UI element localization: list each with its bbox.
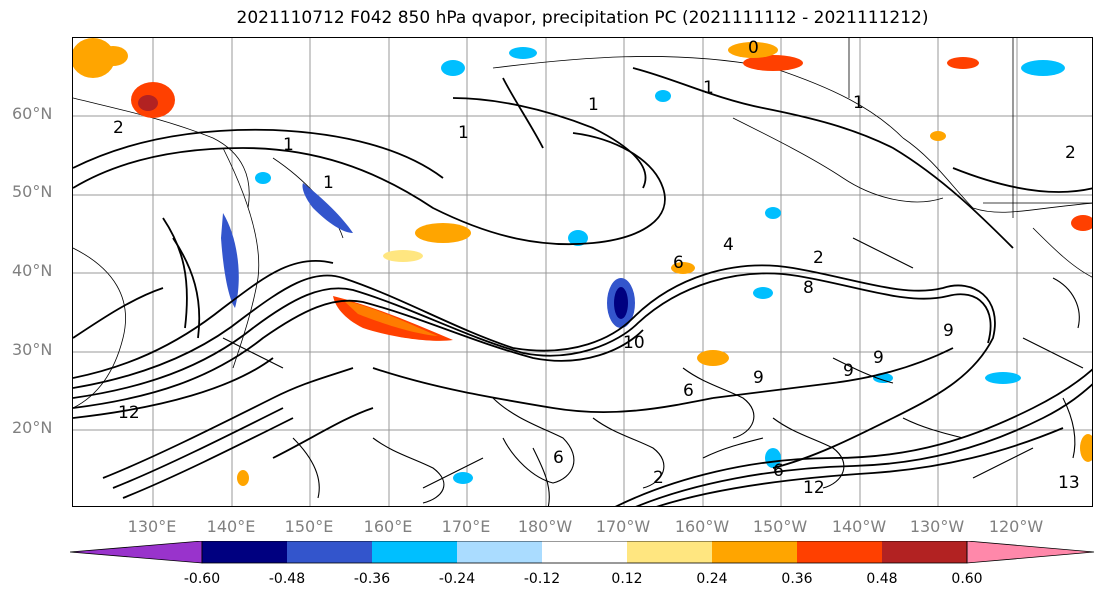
- lon-label: 140°W: [831, 517, 887, 536]
- contour-label: 1: [588, 95, 599, 115]
- colorbar-tick-label: -0.36: [353, 571, 391, 587]
- contour-label: 2: [813, 248, 824, 268]
- contour-label: 2: [653, 468, 664, 488]
- colorbar-extend-high: [966, 541, 1095, 564]
- contour-label: 12: [118, 403, 140, 423]
- lon-label: 130°W: [909, 517, 965, 536]
- colorbar: [70, 541, 1095, 564]
- contour-label: 8: [803, 278, 814, 298]
- lon-label: 150°E: [284, 517, 334, 536]
- contour-label: 2: [1065, 143, 1076, 163]
- colorbar-tick-label: -0.24: [438, 571, 476, 587]
- contour-label: 1: [853, 93, 864, 113]
- contour-label: 9: [943, 321, 954, 341]
- precip-negative-shading: [221, 47, 1065, 484]
- contour-labels: 1 2 0 1 1 1 1 1 2 2 4 6 8 9 9 9 10 12 12…: [113, 38, 1080, 498]
- colorbar-bin: [882, 541, 967, 563]
- lat-label-50n: 50°N: [12, 182, 53, 201]
- contour-label: 1: [283, 135, 294, 155]
- contour-label: 9: [843, 361, 854, 381]
- colorbar-tick-label: 0.60: [951, 571, 983, 587]
- qvapor-contours-thin: [222, 237, 1084, 506]
- colorbar-tick-label: 0.48: [866, 571, 898, 587]
- lon-label: 170°E: [441, 517, 491, 536]
- lat-label-60n: 60°N: [12, 104, 53, 123]
- colorbar-bin: [202, 541, 287, 563]
- lon-label: 180°W: [517, 517, 573, 536]
- colorbar-bin: [287, 541, 372, 563]
- contour-label: 12: [803, 478, 825, 498]
- lat-label-30n: 30°N: [12, 340, 53, 359]
- lon-label: 120°W: [988, 517, 1044, 536]
- lon-label: 170°W: [595, 517, 651, 536]
- plot-title: 2021110712 F042 850 hPa qvapor, precipit…: [236, 8, 929, 28]
- colorbar-tick-label: 0.36: [781, 571, 813, 587]
- colorbar-tick-label: -0.12: [523, 571, 561, 587]
- contour-label: 2: [113, 118, 124, 138]
- colorbar-bin: [457, 541, 542, 563]
- colorbar-tick-label: 0.12: [611, 571, 643, 587]
- contour-label: 10: [623, 333, 645, 353]
- contour-label: 13: [1058, 473, 1080, 493]
- lon-label: 140°E: [206, 517, 256, 536]
- contour-label: 1: [458, 123, 469, 143]
- contour-label: 1: [703, 78, 714, 98]
- colorbar-bin: [542, 541, 627, 563]
- lon-label: 130°E: [127, 517, 177, 536]
- colorbar-bin: [627, 541, 712, 563]
- colorbar-tick-label: -0.48: [268, 571, 306, 587]
- lat-label-40n: 40°N: [12, 261, 53, 280]
- contour-label: 6: [553, 448, 564, 468]
- colorbar-bin: [712, 541, 797, 563]
- contour-label: 4: [723, 235, 734, 255]
- contour-label: 0: [748, 38, 759, 58]
- colorbar-extend-low: [70, 541, 203, 564]
- lon-label: 150°W: [752, 517, 808, 536]
- qvapor-contours: [73, 67, 1092, 506]
- contour-label: 6: [773, 461, 784, 481]
- contour-label: 6: [683, 381, 694, 401]
- lon-label: 160°W: [674, 517, 730, 536]
- colorbar-bin: [372, 541, 457, 563]
- colorbar-bin: [797, 541, 882, 563]
- contour-label: 6: [673, 253, 684, 273]
- map-canvas: 1 2 0 1 1 1 1 1 2 2 4 6 8 9 9 9 10 12 12…: [73, 38, 1092, 506]
- contour-label: 9: [753, 368, 764, 388]
- colorbar-tick-label: 0.24: [696, 571, 728, 587]
- contour-label: 9: [873, 348, 884, 368]
- map-panel: 1 2 0 1 1 1 1 1 2 2 4 6 8 9 9 9 10 12 12…: [72, 37, 1093, 507]
- colorbar-tick-label: -0.60: [183, 571, 221, 587]
- precip-positive-shading: [73, 38, 1092, 486]
- contour-label: 1: [323, 173, 334, 193]
- lat-label-20n: 20°N: [12, 418, 53, 437]
- lon-label: 160°E: [363, 517, 413, 536]
